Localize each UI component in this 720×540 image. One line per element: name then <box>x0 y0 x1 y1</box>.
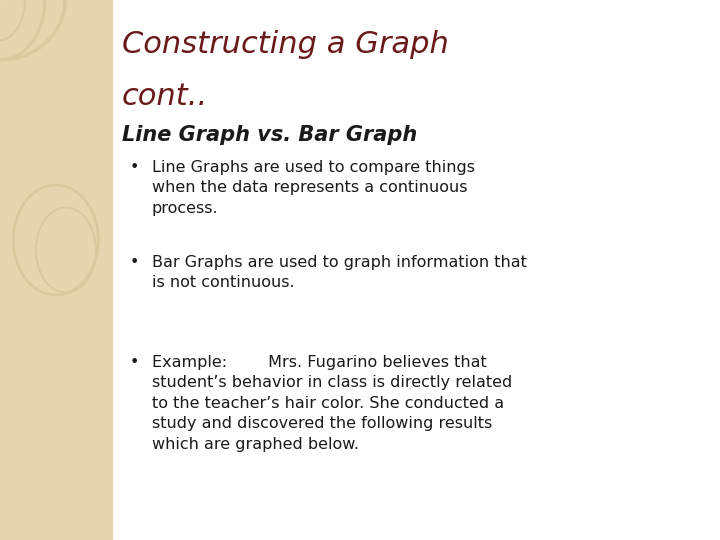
Text: cont..: cont.. <box>122 82 208 111</box>
Text: Bar Graphs are used to graph information that
is not continuous.: Bar Graphs are used to graph information… <box>152 255 526 291</box>
Text: •: • <box>130 355 139 370</box>
Bar <box>0 0 112 540</box>
Text: Line Graphs are used to compare things
when the data represents a continuous
pro: Line Graphs are used to compare things w… <box>152 160 474 216</box>
Text: Constructing a Graph: Constructing a Graph <box>122 30 449 59</box>
Text: •: • <box>130 255 139 270</box>
Text: Example:        Mrs. Fugarino believes that
student’s behavior in class is direc: Example: Mrs. Fugarino believes that stu… <box>152 355 512 451</box>
Text: Line Graph vs. Bar Graph: Line Graph vs. Bar Graph <box>122 125 417 145</box>
Text: •: • <box>130 160 139 175</box>
